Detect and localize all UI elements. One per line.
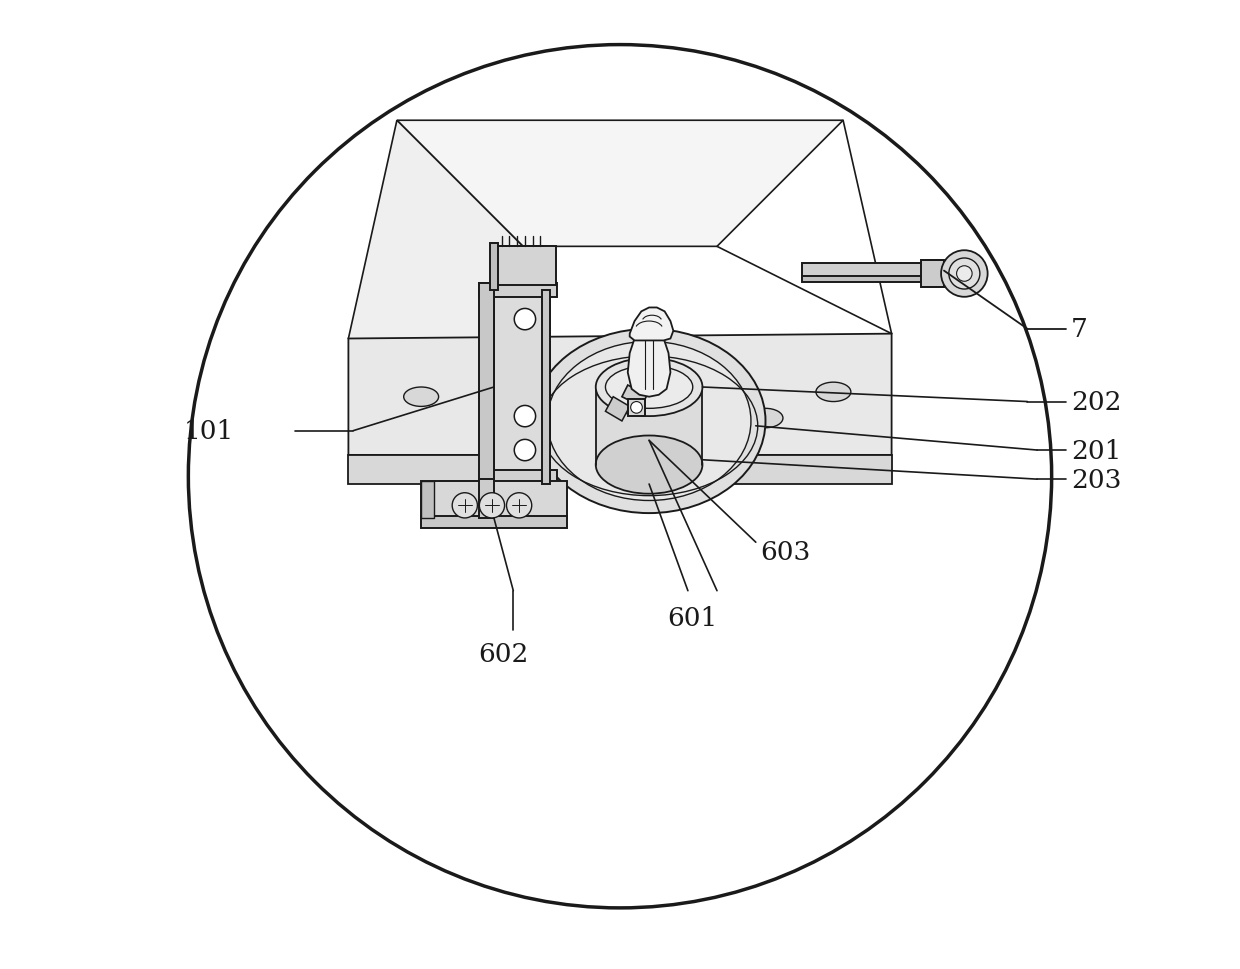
- Ellipse shape: [547, 342, 751, 501]
- Ellipse shape: [404, 388, 439, 407]
- Circle shape: [515, 309, 536, 330]
- Bar: [480, 480, 494, 518]
- Text: 603: 603: [760, 540, 811, 565]
- Bar: [480, 284, 494, 484]
- Text: 601: 601: [667, 606, 718, 631]
- Polygon shape: [630, 308, 673, 341]
- Bar: [494, 291, 551, 484]
- Polygon shape: [595, 388, 702, 465]
- Ellipse shape: [595, 359, 702, 417]
- Bar: [422, 516, 567, 528]
- Ellipse shape: [748, 409, 782, 428]
- Circle shape: [631, 402, 642, 414]
- Polygon shape: [348, 334, 892, 455]
- Circle shape: [188, 46, 1052, 908]
- Bar: [480, 284, 557, 297]
- Bar: [496, 247, 556, 286]
- Text: 101: 101: [184, 419, 234, 444]
- Ellipse shape: [641, 388, 676, 407]
- Bar: [802, 264, 924, 279]
- Bar: [480, 471, 557, 484]
- Polygon shape: [348, 121, 523, 426]
- Circle shape: [941, 251, 987, 297]
- Polygon shape: [627, 339, 671, 397]
- Text: 203: 203: [1071, 467, 1121, 492]
- Polygon shape: [622, 386, 647, 407]
- Circle shape: [515, 440, 536, 461]
- Circle shape: [949, 259, 980, 290]
- Polygon shape: [422, 482, 434, 518]
- Text: 201: 201: [1071, 438, 1121, 463]
- Ellipse shape: [533, 329, 765, 514]
- Text: 602: 602: [479, 641, 528, 667]
- Circle shape: [453, 493, 477, 518]
- Bar: [422, 482, 567, 518]
- Text: 7: 7: [1071, 317, 1087, 342]
- Ellipse shape: [816, 383, 851, 402]
- Text: 202: 202: [1071, 390, 1121, 415]
- Ellipse shape: [525, 409, 560, 428]
- Circle shape: [956, 266, 972, 282]
- Ellipse shape: [595, 436, 702, 494]
- Bar: [920, 261, 944, 288]
- Bar: [627, 399, 645, 417]
- Circle shape: [480, 493, 505, 518]
- Polygon shape: [605, 397, 630, 422]
- Polygon shape: [397, 121, 843, 247]
- Bar: [802, 277, 924, 283]
- Bar: [542, 291, 551, 484]
- Ellipse shape: [605, 366, 693, 409]
- Polygon shape: [348, 455, 892, 484]
- Circle shape: [515, 406, 536, 427]
- Bar: [490, 244, 497, 291]
- Circle shape: [506, 493, 532, 518]
